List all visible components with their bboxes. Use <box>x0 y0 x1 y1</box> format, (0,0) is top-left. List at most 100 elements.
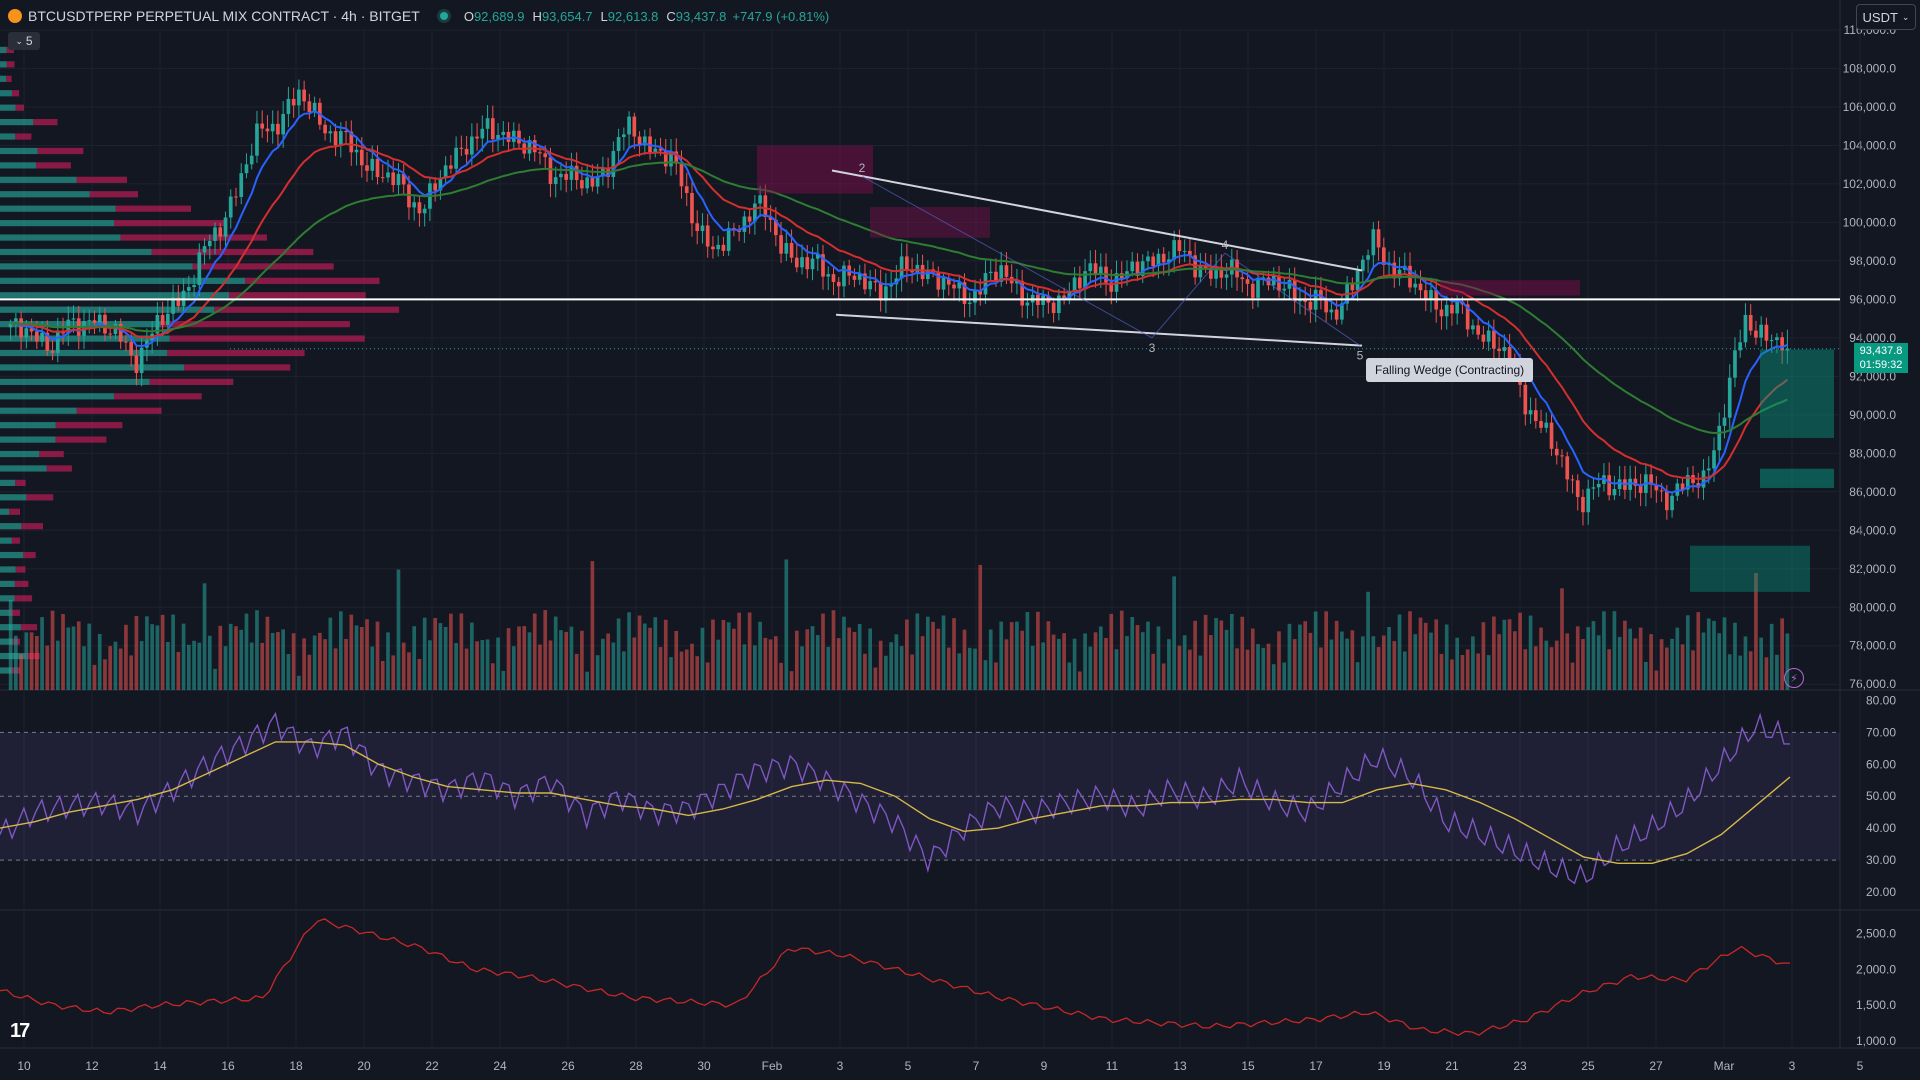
candle-body <box>8 323 13 328</box>
volume-profile-sell-bar <box>214 306 400 313</box>
indicator-collapse-button[interactable]: ⌄ 5 <box>8 32 40 50</box>
candle-body <box>1507 347 1512 367</box>
candle-body <box>1486 330 1491 342</box>
candle-body <box>925 269 930 280</box>
volume-bar <box>716 639 721 690</box>
volume-bar <box>1754 573 1758 690</box>
volume-bar <box>40 617 44 690</box>
candle-body <box>1748 314 1753 331</box>
volume-profile-sell-bar <box>6 75 12 82</box>
candle-body <box>611 151 616 177</box>
volume-profile-buy-bar <box>0 133 16 140</box>
volume-bar <box>779 662 783 690</box>
time-tick-label: 25 <box>1581 1059 1595 1073</box>
volume-bar <box>1083 633 1087 690</box>
candle-body <box>920 264 925 280</box>
candle-body <box>1072 277 1077 292</box>
candle-body <box>994 271 998 282</box>
volume-bar <box>1554 640 1559 690</box>
volume-bar <box>1067 662 1072 690</box>
price-tick-label: 106,000.0 <box>1843 100 1897 114</box>
volume-bar <box>1570 662 1575 690</box>
volume-profile-buy-bar <box>0 90 12 97</box>
candle-body <box>459 147 464 149</box>
candle-body <box>721 244 726 251</box>
volume-bar <box>580 630 584 690</box>
price-tick-label: 80,000.0 <box>1849 600 1896 614</box>
volume-bar <box>1439 653 1444 690</box>
candle-body <box>1151 256 1156 267</box>
candle-body <box>1109 282 1114 292</box>
candle-body <box>569 165 574 180</box>
volume-bar <box>349 614 354 690</box>
volume-bar <box>831 610 836 690</box>
candle-body <box>1654 484 1659 491</box>
candle-body <box>129 342 134 356</box>
candle-body <box>134 355 139 373</box>
candle-body <box>1177 240 1182 252</box>
pattern-label[interactable]: Falling Wedge (Contracting) <box>1366 358 1534 382</box>
candle-body <box>286 98 291 114</box>
volume-bar <box>1450 659 1454 690</box>
volume-bar <box>1292 639 1297 690</box>
volume-bar <box>24 632 29 690</box>
volume-bar <box>1528 615 1533 690</box>
candle-body <box>218 227 223 237</box>
candle-body <box>868 281 873 290</box>
symbol-title[interactable]: BTCUSDTPERP PERPETUAL MIX CONTRACT · 4h … <box>28 8 420 24</box>
volume-bar <box>1644 661 1648 690</box>
candle-body <box>1775 337 1779 341</box>
volume-bar <box>784 559 789 690</box>
candle-body <box>501 131 506 135</box>
candle-body <box>768 217 773 220</box>
volume-bar <box>1413 634 1418 690</box>
volume-bar <box>648 627 652 690</box>
volume-bar <box>318 632 322 690</box>
candle-body <box>1633 478 1638 486</box>
candle-body <box>1471 325 1475 330</box>
candle-body <box>884 286 888 301</box>
volume-bar <box>915 613 920 690</box>
chart-header: BTCUSDTPERP PERPETUAL MIX CONTRACT · 4h … <box>0 0 1848 32</box>
tradingview-logo[interactable]: 17 <box>10 1020 30 1042</box>
volume-bar <box>438 623 443 690</box>
candle-body <box>1581 496 1585 513</box>
volume-profile-buy-bar <box>0 220 115 227</box>
volume-bar <box>1025 611 1030 690</box>
volume-bar <box>753 645 757 690</box>
candle-body <box>1093 263 1098 275</box>
candle-body <box>1146 256 1150 262</box>
volume-bar <box>663 619 668 690</box>
time-tick-label: 5 <box>905 1059 912 1073</box>
candle-body <box>695 223 700 232</box>
currency-select[interactable]: USDT ⌄ <box>1856 4 1916 30</box>
volume-profile-sell-bar <box>15 133 32 140</box>
candle-body <box>449 165 453 169</box>
rsi-tick-label: 20.00 <box>1866 885 1896 899</box>
candle-body <box>585 177 589 189</box>
candle-body <box>401 173 406 185</box>
candle-body <box>773 219 778 236</box>
volume-bar <box>244 613 249 690</box>
volume-bar <box>627 612 631 690</box>
volume-bar <box>260 642 265 690</box>
volume-bar <box>1119 610 1124 690</box>
candle-body <box>1533 410 1538 422</box>
volume-bar <box>464 648 469 690</box>
volume-bar <box>1649 634 1653 690</box>
volume-bar <box>1340 631 1344 690</box>
volume-bar <box>412 626 417 690</box>
volume-bar <box>302 638 306 690</box>
volume-bar <box>1361 636 1365 690</box>
volume-bar <box>391 655 396 690</box>
volume-profile-sell-bar <box>15 104 24 111</box>
candle-body <box>815 254 820 259</box>
candle-body <box>1565 456 1570 480</box>
volume-bar <box>690 643 694 690</box>
volume-profile-sell-bar <box>35 162 71 169</box>
volume-bar <box>118 648 123 690</box>
candle-body <box>108 333 113 335</box>
lightning-icon[interactable]: ⚡ <box>1784 668 1804 688</box>
volume-bar <box>978 564 983 690</box>
